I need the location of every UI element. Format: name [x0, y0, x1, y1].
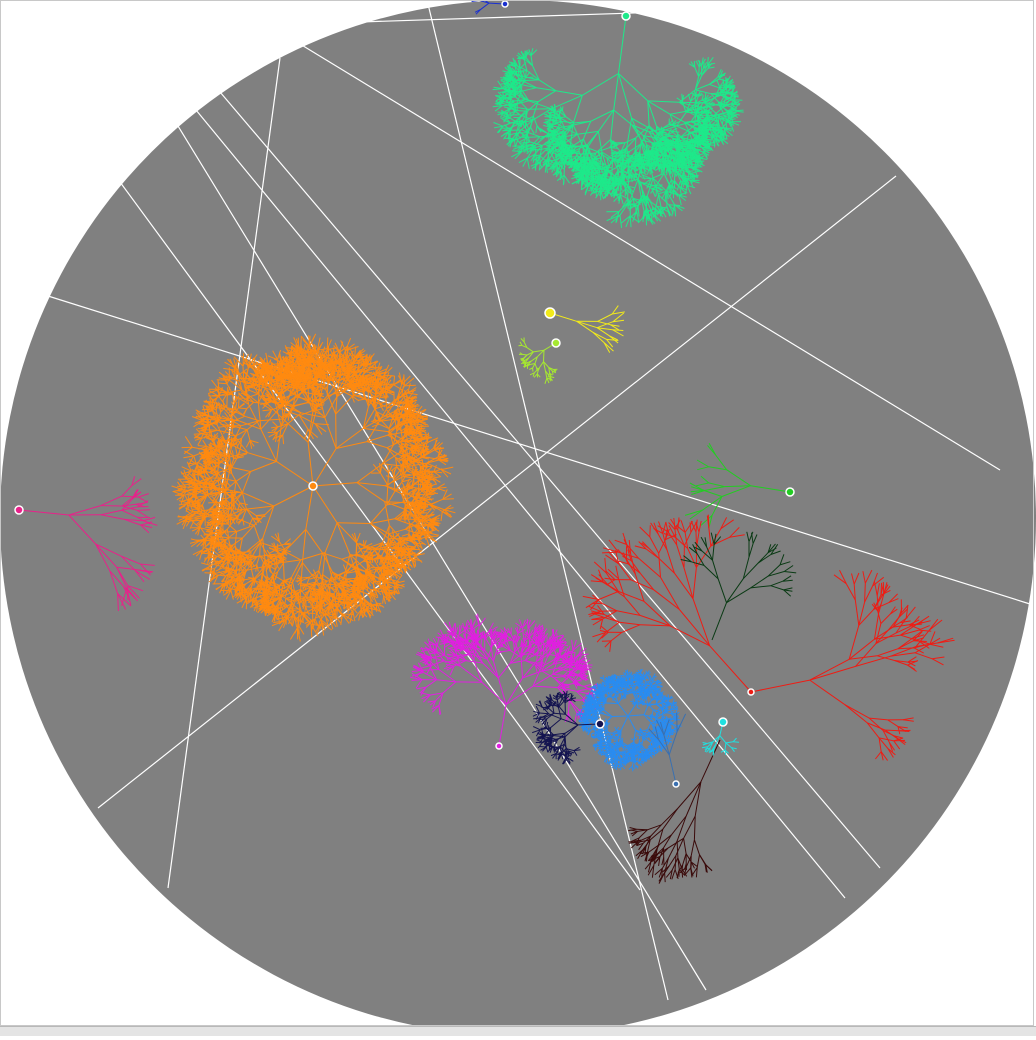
branch — [428, 479, 436, 480]
branch — [260, 543, 261, 556]
branch — [297, 597, 310, 598]
branch — [554, 110, 555, 116]
branch — [302, 577, 310, 578]
branch — [347, 598, 348, 610]
branch — [276, 585, 285, 586]
branch — [663, 132, 664, 139]
branch — [211, 543, 212, 551]
branch — [614, 188, 615, 196]
branch — [635, 138, 636, 152]
branch — [407, 494, 408, 508]
branch — [628, 186, 629, 198]
branch — [284, 544, 291, 545]
branch — [356, 542, 357, 554]
branch — [309, 599, 317, 600]
branch — [581, 160, 592, 161]
branch — [401, 426, 402, 431]
branch — [563, 175, 564, 185]
branch — [372, 605, 373, 614]
branch — [654, 185, 663, 186]
branch — [610, 148, 618, 149]
branch — [628, 167, 629, 177]
branch — [177, 491, 187, 492]
branch — [177, 486, 186, 487]
branch — [194, 520, 202, 521]
branch — [222, 516, 223, 525]
branch — [602, 163, 603, 171]
branch — [528, 137, 540, 138]
branch — [726, 83, 727, 92]
branch — [264, 591, 274, 592]
branch — [305, 607, 314, 608]
branch — [198, 513, 205, 514]
branch — [361, 608, 362, 616]
branch — [675, 169, 676, 181]
branch — [443, 499, 454, 500]
branch — [372, 553, 373, 563]
branch — [556, 149, 557, 162]
branch — [337, 523, 370, 524]
branch — [694, 61, 695, 68]
branch — [630, 216, 631, 227]
branch — [526, 144, 533, 145]
branch — [562, 106, 563, 111]
branch — [515, 140, 516, 148]
branch — [628, 199, 629, 209]
